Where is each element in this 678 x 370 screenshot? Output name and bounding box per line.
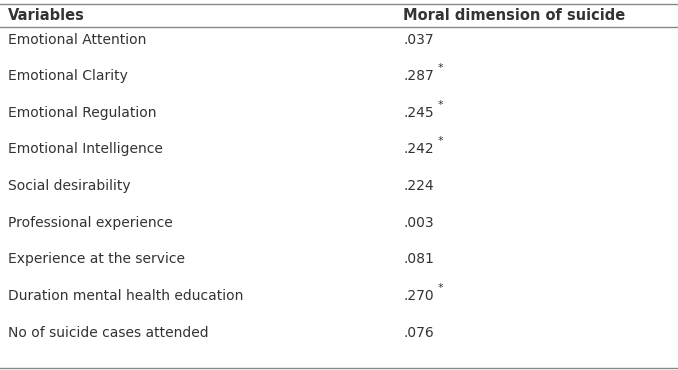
Text: Social desirability: Social desirability bbox=[8, 179, 131, 193]
Text: Emotional Clarity: Emotional Clarity bbox=[8, 69, 128, 83]
Text: .224: .224 bbox=[403, 179, 434, 193]
Text: *: * bbox=[437, 63, 443, 73]
Text: .245: .245 bbox=[403, 106, 434, 120]
Text: *: * bbox=[437, 100, 443, 110]
Text: Duration mental health education: Duration mental health education bbox=[8, 289, 243, 303]
Text: .076: .076 bbox=[403, 326, 434, 340]
Text: .270: .270 bbox=[403, 289, 434, 303]
Text: .037: .037 bbox=[403, 33, 434, 47]
Text: .242: .242 bbox=[403, 142, 434, 157]
Text: Emotional Intelligence: Emotional Intelligence bbox=[8, 142, 163, 157]
Text: No of suicide cases attended: No of suicide cases attended bbox=[8, 326, 209, 340]
Text: *: * bbox=[437, 136, 443, 147]
Text: Experience at the service: Experience at the service bbox=[8, 252, 185, 266]
Text: *: * bbox=[437, 283, 443, 293]
Text: .081: .081 bbox=[403, 252, 435, 266]
Text: .003: .003 bbox=[403, 216, 434, 230]
Text: Emotional Attention: Emotional Attention bbox=[8, 33, 146, 47]
Text: Professional experience: Professional experience bbox=[8, 216, 173, 230]
Text: .287: .287 bbox=[403, 69, 434, 83]
Text: Moral dimension of suicide: Moral dimension of suicide bbox=[403, 8, 626, 23]
Text: Variables: Variables bbox=[8, 8, 85, 23]
Text: Emotional Regulation: Emotional Regulation bbox=[8, 106, 157, 120]
